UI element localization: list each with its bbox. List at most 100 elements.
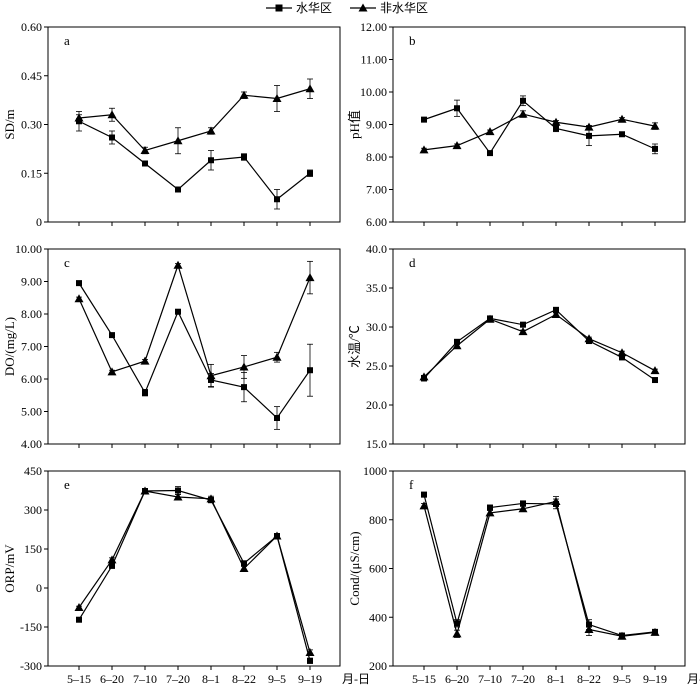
y-tick-label: 10.00 [15,242,42,256]
data-point-square [241,154,247,160]
data-point-square [421,492,427,498]
y-tick-label: 6.00 [21,372,42,386]
series-line [79,491,310,652]
x-tick-label: 7–20 [166,672,190,686]
x-tick-label: 7–10 [478,672,502,686]
y-tick-label: 11.00 [360,53,387,67]
data-point-triangle [486,127,495,135]
x-tick-label: 9–19 [643,672,667,686]
data-point-square [520,98,526,104]
x-tick-label: 6–20 [100,672,124,686]
legend: 水华区 非水华区 [266,1,428,15]
y-axis-label: Cond/(μS/cm) [347,531,362,605]
y-axis-label: SD/m [2,109,17,139]
y-tick-label: 25.0 [366,359,387,373]
data-point-square [241,384,247,390]
data-point-triangle [519,327,528,335]
data-point-square [307,170,313,176]
data-point-triangle [174,261,183,269]
series-nonbloom [75,261,315,387]
y-tick-label: 800 [369,513,387,527]
series-bloom [421,492,658,639]
data-point-square [487,150,493,156]
x-tick-label: 9–5 [613,672,631,686]
data-point-triangle [618,348,627,356]
y-tick-label: 7.00 [21,340,42,354]
data-point-triangle [453,629,462,637]
data-point-triangle [453,141,462,149]
plot-frame [48,249,340,444]
data-point-square [208,157,214,163]
x-tick-label: 8–22 [577,672,601,686]
panel-f: 20040060080010005–15 6–20 7–10 7–20 8–1 8–22 9… [347,464,700,686]
data-point-triangle [108,110,117,118]
panel-label: e [64,477,70,492]
panel-label: b [409,33,416,48]
data-point-square [652,377,658,383]
x-tick-label: 8–1 [547,672,565,686]
panel-c: 4.00 5.00 6.00 7.00 8.00 9.00 10.00 DO/(mg/L) c [2,242,340,451]
panel-e: -300 -150 0 150 300 450 5–15 6–20 7–10 7–20 8–1 8–2… [2,464,370,686]
y-tick-label: 35.0 [366,281,387,295]
x-tick-label: 5–15 [412,672,436,686]
plot-frame [48,27,340,222]
data-point-square [586,133,592,139]
y-tick-label: 9.00 [366,118,387,132]
data-point-square [109,135,115,141]
x-axis-unit-label: 月-日 [687,672,700,686]
data-point-square [142,390,148,396]
legend-label-nonbloom: 非水华区 [380,1,428,15]
data-point-square [553,125,559,131]
series-line [79,491,310,661]
panel-label: f [409,477,414,492]
series-line [79,121,310,199]
data-point-triangle [651,366,660,374]
y-tick-label: -300 [20,659,42,673]
data-point-triangle [618,115,627,123]
data-point-square [274,196,280,202]
panel-a: 00.150.300.450.60SD/ma [2,20,340,229]
panel-label: a [64,33,70,48]
data-point-square [652,146,658,152]
panel-b: 6.007.008.009.0010.0011.0012.00pH值b [347,20,685,229]
data-point-triangle [75,603,84,611]
y-tick-label: 5.00 [21,405,42,419]
y-tick-label: -150 [20,620,42,634]
series-line [79,283,310,418]
data-point-square [307,658,313,664]
y-tick-label: 6.00 [366,215,387,229]
data-point-square [274,415,280,421]
data-point-triangle [141,357,150,365]
x-tick-label: 9–19 [298,672,322,686]
x-tick-label: 5–15 [67,672,91,686]
y-tick-label: 8.00 [21,307,42,321]
series-nonbloom [420,310,660,380]
y-tick-label: 0.30 [21,118,42,132]
series-bloom [76,112,313,210]
y-tick-label: 0.45 [21,69,42,83]
legend-marker-square [276,5,283,12]
y-tick-label: 1000 [363,464,387,478]
y-tick-label: 8.00 [366,150,387,164]
data-point-square [175,187,181,193]
y-axis-label: ORP/mV [2,544,17,593]
y-axis-label: 水温/℃ [347,325,362,368]
data-point-triangle [240,91,249,99]
series-nonbloom [75,79,315,154]
plot-frame [393,471,685,666]
figure: 水华区 非水华区 00.150.300.450.60SD/ma6.007.008… [0,0,700,686]
y-tick-label: 0 [36,215,42,229]
data-point-square [109,332,115,338]
y-tick-label: 4.00 [21,437,42,451]
y-tick-label: 40.0 [366,242,387,256]
data-point-square [175,309,181,315]
legend-label-bloom: 水华区 [296,1,332,15]
x-tick-label: 6–20 [445,672,469,686]
x-tick-label: 7–20 [511,672,535,686]
plot-frame [393,249,685,444]
y-tick-label: 30.0 [366,320,387,334]
y-tick-label: 12.00 [360,20,387,34]
data-point-square [76,617,82,623]
y-axis-label: pH值 [347,110,362,139]
x-axis-unit-label: 月-日 [342,672,370,686]
